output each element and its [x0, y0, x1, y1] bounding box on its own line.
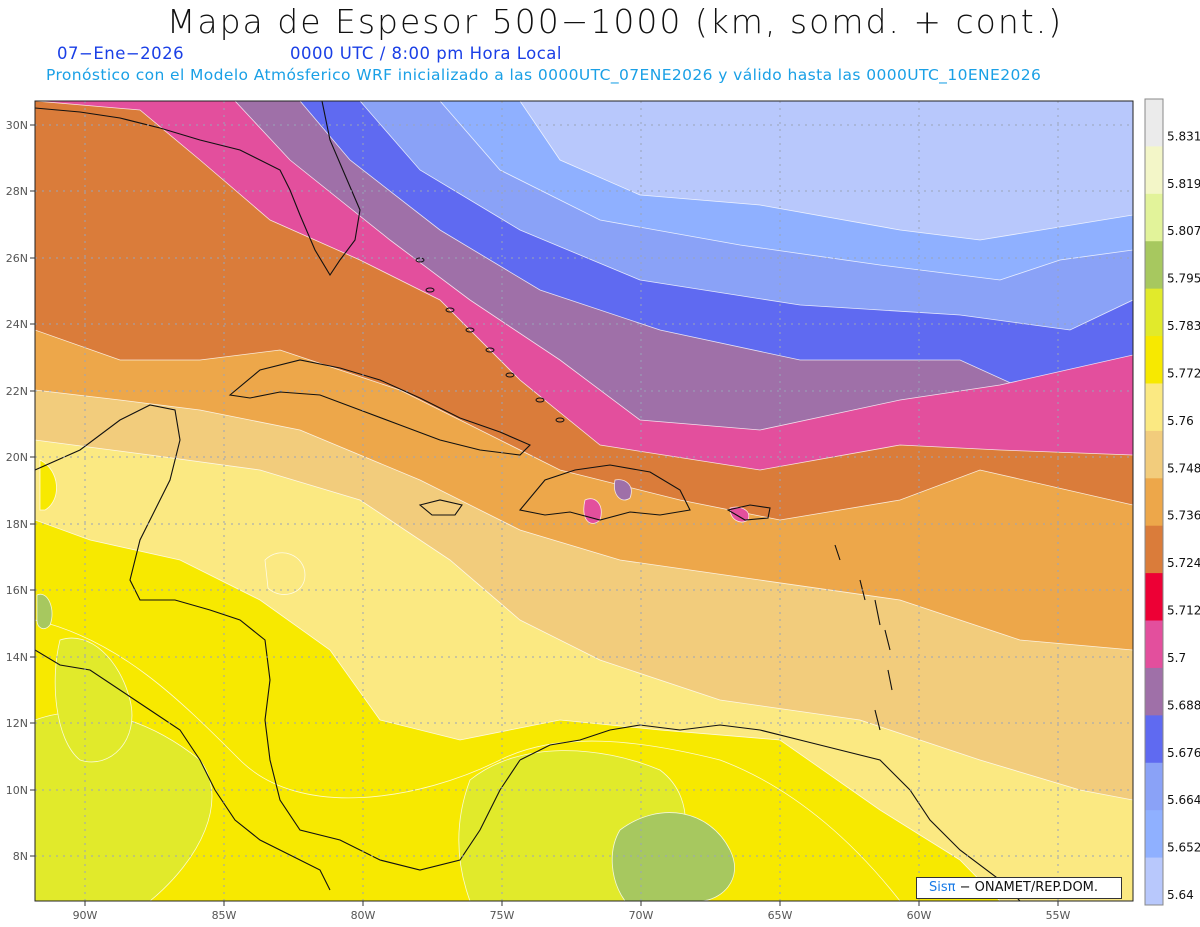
colorbar-label: 5.819	[1167, 177, 1200, 191]
colorbar-swatch	[1145, 99, 1163, 147]
thickness-cells	[35, 459, 901, 901]
coastline	[518, 464, 691, 521]
coastline	[35, 649, 331, 891]
colorbar-swatch	[1145, 525, 1163, 574]
page-title: Mapa de Espesor 500−1000 (km, somd. + co…	[166, 2, 1064, 41]
lat-label: 28N	[6, 185, 28, 198]
coastline	[35, 101, 361, 277]
thickness-cell	[264, 552, 306, 595]
colorbar-label: 5.807	[1167, 224, 1200, 238]
lat-label: 18N	[6, 518, 28, 531]
coastline	[35, 404, 521, 871]
island	[505, 372, 515, 378]
lon-label: 80W	[351, 909, 376, 922]
colorbar-label: 5.736	[1167, 509, 1200, 523]
island	[445, 307, 455, 313]
thickness-cell	[54, 637, 133, 763]
lon-label: 85W	[212, 909, 237, 922]
colorbar-swatch	[1145, 762, 1163, 811]
credit-box: Sisπ − ONAMET/REP.DOM.	[916, 877, 1122, 899]
thickness-cell	[36, 593, 53, 629]
thickness-cell	[614, 479, 632, 501]
colorbar-label: 5.712	[1167, 604, 1200, 618]
lat-label: 14N	[6, 651, 28, 664]
lat-label: 24N	[6, 318, 28, 331]
colorbar-swatch	[1145, 715, 1163, 764]
lat-label: 26N	[6, 252, 28, 265]
colorbar-label: 5.7	[1167, 651, 1186, 665]
colorbar-swatch	[1145, 336, 1163, 384]
island	[465, 327, 475, 333]
colorbar-label: 5.664	[1167, 793, 1200, 807]
colorbar-label: 5.652	[1167, 841, 1200, 855]
lon-label: 65W	[768, 909, 793, 922]
colorbar-label: 5.724	[1167, 556, 1200, 570]
lon-label: 70W	[629, 909, 654, 922]
colorbar-label: 5.688	[1167, 698, 1200, 712]
lat-label: 20N	[6, 451, 28, 464]
colorbar-swatch	[1145, 620, 1163, 669]
coastline	[418, 499, 463, 516]
lat-lon-grid	[35, 101, 1133, 901]
coastline	[228, 359, 531, 456]
forecast-date: 07−Ene−2026	[57, 44, 185, 63]
colorbar-label: 5.831	[1167, 129, 1200, 143]
island	[535, 397, 545, 403]
credit-text: − ONAMET/REP.DOM.	[959, 880, 1099, 895]
colorbar-swatch	[1145, 857, 1163, 906]
lat-label: 16N	[6, 584, 28, 597]
colorbar-swatch	[1145, 288, 1163, 337]
lon-label: 60W	[907, 909, 932, 922]
colorbar-label: 5.772	[1167, 366, 1200, 380]
colorbar-label: 5.783	[1167, 319, 1200, 333]
thickness-bands	[35, 101, 1133, 901]
lat-label: 8N	[13, 850, 28, 863]
colorbar-swatch	[1145, 146, 1163, 195]
colorbar-swatch	[1145, 810, 1163, 859]
forecast-time: 0000 UTC / 8:00 pm Hora Local	[290, 44, 562, 63]
colorbar: 5.831 5.819 5.807 5.795 5.783 5.772 5.76 5.748 5…	[1144, 98, 1200, 906]
lon-label: 90W	[73, 909, 98, 922]
colorbar-swatch	[1145, 573, 1163, 622]
colorbar-swatch	[1145, 193, 1163, 242]
forecast-description: Pronóstico con el Modelo Atmósferico WRF…	[46, 66, 1042, 84]
colorbar-swatch	[1145, 383, 1163, 432]
coastline	[519, 724, 1021, 901]
axis-ticks: 30N 28N 26N 24N 22N 20N 18N 16N 14N 12N 10N 8N 90W 85…	[6, 119, 1071, 922]
sispi-logo: Sisπ	[929, 880, 956, 895]
lon-label: 75W	[490, 909, 515, 922]
island	[555, 417, 565, 423]
map-frame	[34, 100, 1134, 902]
lat-label: 12N	[6, 717, 28, 730]
lat-label: 30N	[6, 119, 28, 132]
colorbar-label: 5.748	[1167, 461, 1200, 475]
lat-label: 10N	[6, 784, 28, 797]
colorbar-label: 5.76	[1167, 414, 1194, 428]
island	[425, 287, 435, 293]
colorbar-swatch	[1145, 478, 1163, 527]
island	[485, 347, 495, 353]
thickness-cell	[611, 812, 735, 901]
colorbar-swatch	[1145, 667, 1163, 716]
colorbar-swatch	[1145, 241, 1163, 290]
colorbar-swatch	[1145, 430, 1163, 479]
coastline	[726, 504, 771, 521]
colorbar-label: 5.795	[1167, 272, 1200, 286]
lat-label: 22N	[6, 385, 28, 398]
colorbar-label: 5.676	[1167, 746, 1200, 760]
colorbar-label: 5.64	[1167, 888, 1194, 902]
colorbar-frame	[1144, 98, 1164, 906]
lon-label: 55W	[1046, 909, 1071, 922]
